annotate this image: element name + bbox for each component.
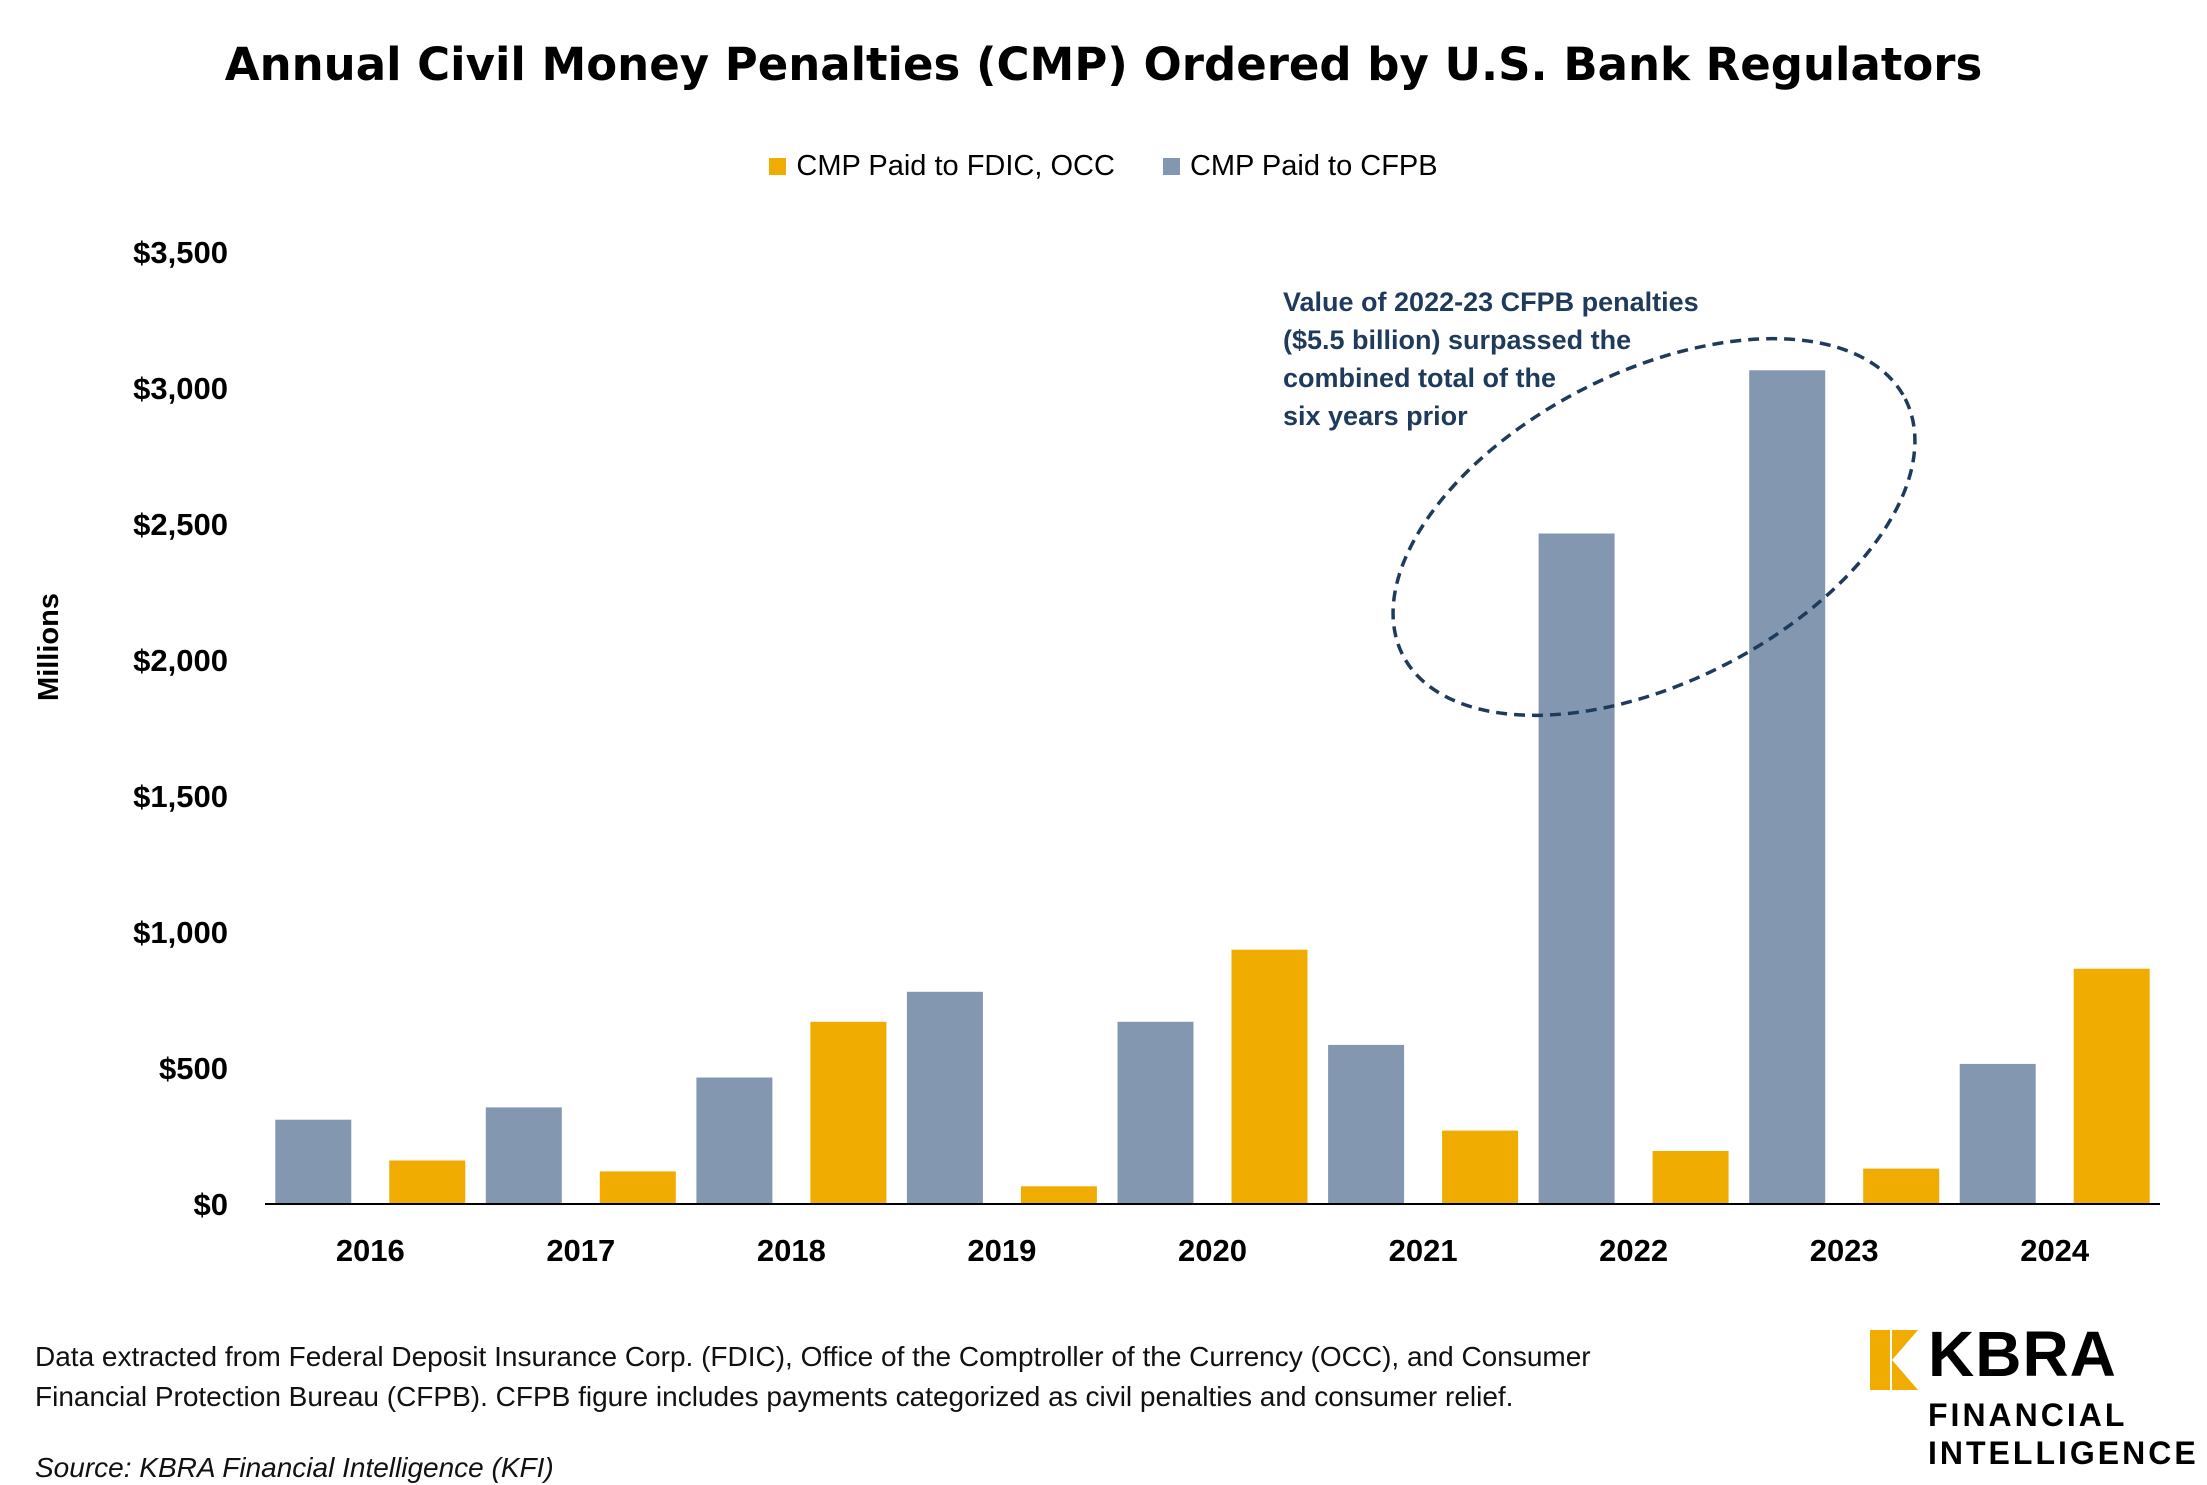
bar-cfpb-2023: [1749, 370, 1826, 1204]
y-tick-label: $500: [159, 1051, 228, 1086]
x-tick-label: 2024: [2020, 1233, 2090, 1268]
logo-name: KBRA: [1928, 1318, 2117, 1390]
footnote-line-2: Financial Protection Bureau (CFPB). CFPB…: [35, 1381, 1514, 1412]
y-tick-label: $2,000: [133, 643, 228, 678]
x-tick-label: 2021: [1389, 1233, 1458, 1268]
y-tick-label: $0: [194, 1187, 228, 1222]
chart-title: Annual Civil Money Penalties (CMP) Order…: [224, 38, 1983, 91]
bars: [275, 370, 2150, 1204]
footnote-line-1: Data extracted from Federal Deposit Insu…: [35, 1341, 1591, 1372]
source-note: Source: KBRA Financial Intelligence (KFI…: [35, 1452, 554, 1483]
logo-line-1: FINANCIAL: [1928, 1397, 2128, 1433]
y-tick-label: $3,000: [133, 371, 228, 406]
bar-cfpb-2018: [696, 1077, 773, 1204]
x-tick-label: 2018: [757, 1233, 826, 1268]
y-tick-label: $1,000: [133, 915, 228, 950]
bar-chart: $0 $500 $1,000 $1,500 $2,000 $2,500 $3,000 $3,5…: [33, 235, 2160, 1268]
annotation: Value of 2022-23 CFPB penalties ($5.5 bi…: [1283, 283, 1803, 435]
bar-fdic-occ-2021: [1442, 1130, 1519, 1204]
legend-item-fdic-occ: CMP Paid to FDIC, OCC: [769, 150, 1115, 183]
y-axis-label: Millions: [33, 593, 65, 701]
x-tick-label: 2017: [546, 1233, 615, 1268]
annotation-line-2: ($5.5 billion) surpassed the: [1283, 325, 1632, 355]
bar-cfpb-2020: [1117, 1021, 1194, 1204]
bar-fdic-occ-2022: [1652, 1151, 1729, 1204]
annotation-line-1: Value of 2022-23 CFPB penalties: [1283, 287, 1699, 317]
x-tick-label: 2023: [1810, 1233, 1879, 1268]
bar-fdic-occ-2017: [599, 1171, 676, 1204]
bar-fdic-occ-2016: [389, 1160, 466, 1204]
x-tick-label: 2016: [336, 1233, 405, 1268]
y-tick-label: $3,500: [133, 235, 228, 270]
bar-fdic-occ-2024: [2073, 968, 2150, 1204]
logo-line-2: INTELLIGENCE: [1928, 1435, 2199, 1471]
legend-swatch-cfpb: [1162, 158, 1180, 175]
bar-cfpb-2019: [906, 991, 983, 1204]
bar-fdic-occ-2020: [1231, 949, 1308, 1204]
y-axis: $0 $500 $1,000 $1,500 $2,000 $2,500 $3,000 $3,5…: [133, 235, 228, 1222]
bar-fdic-occ-2019: [1020, 1186, 1097, 1204]
kbra-logo: KBRA FINANCIAL INTELLIGENCE: [1870, 1318, 2200, 1475]
legend-label-fdic-occ: CMP Paid to FDIC, OCC: [796, 150, 1115, 182]
annotation-line-3: combined total of the: [1283, 363, 1556, 393]
highlight-ellipse: [1391, 336, 1917, 718]
bar-cfpb-2017: [485, 1107, 562, 1204]
bar-fdic-occ-2018: [810, 1021, 887, 1204]
bar-cfpb-2021: [1328, 1044, 1405, 1204]
y-tick-label: $2,500: [133, 507, 228, 542]
footnote: Data extracted from Federal Deposit Insu…: [35, 1337, 1835, 1417]
x-tick-label: 2022: [1599, 1233, 1668, 1268]
bar-cfpb-2024: [1959, 1063, 2036, 1204]
annotation-line-4: six years prior: [1283, 401, 1468, 431]
legend: CMP Paid to FDIC, OCC CMP Paid to CFPB: [0, 150, 2207, 183]
x-axis: 2016 2017 2018 2019 2020 2021 2022 2023 2024: [265, 1203, 2160, 1268]
legend-item-cfpb: CMP Paid to CFPB: [1162, 150, 1438, 183]
legend-swatch-fdic-occ: [769, 158, 787, 175]
bar-cfpb-2022: [1538, 533, 1615, 1204]
kbra-logo-mark-icon: [1870, 1330, 1918, 1390]
x-tick-label: 2019: [967, 1233, 1036, 1268]
x-tick-label: 2020: [1178, 1233, 1247, 1268]
bar-fdic-occ-2023: [1863, 1168, 1940, 1204]
bar-cfpb-2016: [275, 1119, 352, 1204]
y-tick-label: $1,500: [133, 779, 228, 814]
legend-label-cfpb: CMP Paid to CFPB: [1189, 150, 1438, 182]
